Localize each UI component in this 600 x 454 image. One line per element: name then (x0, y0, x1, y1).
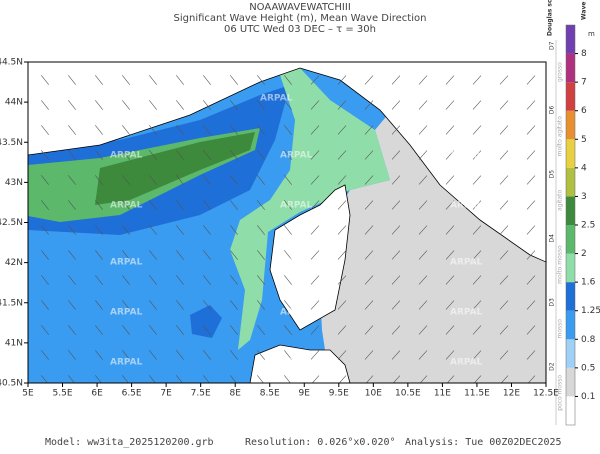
colorbar-label: 7 (581, 78, 587, 88)
colorbar: 0.1 0.5 0.8 1.25 1.6 2 2.5 3 4 5 6 7 8 Wave height m Do… (547, 0, 600, 425)
x-tick-label: 8E (229, 389, 241, 399)
footer-resolution: Resolution: 0.026°x0.020° (245, 437, 396, 448)
colorbar-segment (566, 282, 575, 311)
watermark: ARPAL (280, 406, 313, 416)
colorbar-label: 4 (581, 163, 587, 173)
x-tick-label: 11.5E (464, 389, 490, 399)
title: Significant Wave Height (m), Mean Wave D… (174, 13, 427, 24)
colorbar-segment (566, 254, 575, 283)
x-tick-label: 6E (91, 389, 103, 399)
colorbar-title: Wave height (581, 0, 588, 20)
douglas-level: D7 (549, 41, 556, 50)
colorbar-label: 3 (581, 192, 587, 202)
watermark: ARPAL (110, 406, 143, 416)
colorbar-segment (566, 225, 575, 254)
watermark: ARPAL (450, 151, 483, 161)
x-tick-label: 7.5E (191, 389, 211, 399)
x-tick-label: 5E (22, 389, 34, 399)
colorbar-label: 2.5 (581, 221, 595, 231)
x-tick-label: 10E (365, 389, 382, 399)
colorbar-segment (566, 168, 575, 197)
colorbar-segment (566, 311, 575, 340)
douglas-level: D5 (549, 170, 556, 179)
y-tick-label: 44.5N (0, 58, 23, 68)
watermark: ARPAL (280, 201, 313, 211)
watermark: ARPAL (280, 151, 313, 161)
watermark: ARPAL (110, 94, 143, 104)
watermark: ARPAL (110, 151, 143, 161)
douglas-level: D2 (549, 362, 556, 371)
watermark: ARPAL (450, 94, 483, 104)
colorbar-segment (566, 339, 575, 368)
douglas-description: molto mosso (557, 245, 564, 284)
colorbar-segment (566, 54, 575, 83)
subtitle: 06 UTC Wed 03 DEC – τ = 30h (224, 24, 376, 35)
douglas-level: D6 (549, 106, 556, 115)
x-tick-label: 5.5E (53, 389, 73, 399)
footer-model: Model: ww3ita_2025120200.grb (45, 437, 214, 448)
colorbar-segment (566, 111, 575, 140)
colorbar-segment (566, 82, 575, 111)
colorbar-label: 8 (581, 49, 587, 59)
watermark: ARPAL (110, 201, 143, 211)
model-name: NOAAWAVEWATCHIII (249, 2, 351, 13)
x-tick-label: 10.5E (395, 389, 421, 399)
watermark: ARPAL (450, 406, 483, 416)
watermark: ARPAL (450, 308, 483, 318)
colorbar-label: 5 (581, 135, 587, 145)
y-tick-label: 43N (5, 178, 23, 188)
y-tick-label: 42.5N (0, 218, 23, 228)
x-tick-label: 6.5E (122, 389, 142, 399)
colorbar-segment (566, 396, 575, 425)
douglas-level: D4 (549, 234, 556, 243)
x-tick-label: 12E (503, 389, 520, 399)
douglas-description: agitato (557, 189, 564, 211)
y-tick-label: 44N (5, 98, 23, 108)
x-tick-label: 7E (160, 389, 172, 399)
douglas-description: grosso (557, 62, 564, 82)
colorbar-label: 1.6 (581, 278, 596, 288)
colorbar-label: 0.5 (581, 363, 595, 373)
watermark: ARPAL (280, 358, 313, 368)
y-tick-label: 43.5N (0, 138, 23, 148)
map-area: ARPAL ARPAL ARPAL ARPAL ARPAL ARPAL ARPAL ARPAL… (28, 62, 546, 385)
watermark: ARPAL (260, 94, 293, 104)
douglas-title: Douglas scale (547, 0, 554, 36)
watermark: ARPAL (450, 201, 483, 211)
douglas-description: mosso (557, 319, 564, 339)
colorbar-segment (566, 139, 575, 168)
x-tick-label: 12.5E (533, 389, 559, 399)
watermark: ARPAL (280, 258, 313, 268)
y-tick-label: 40.5N (0, 379, 23, 389)
x-tick-label: 11E (434, 389, 451, 399)
colorbar-label: 0.1 (581, 392, 595, 402)
colorbar-segment (566, 196, 575, 225)
watermark: ARPAL (110, 258, 143, 268)
watermark: ARPAL (450, 358, 483, 368)
colorbar-label: 1.25 (581, 306, 600, 316)
colorbar-unit: m (588, 30, 595, 38)
colorbar-segment (566, 25, 575, 54)
douglas-description: molto agitato (557, 116, 564, 157)
watermark: ARPAL (110, 358, 143, 368)
y-tick-label: 41.5N (0, 298, 23, 308)
colorbar-label: 2 (581, 249, 587, 259)
colorbar-segment (566, 368, 575, 397)
colorbar-label: 0.8 (581, 335, 596, 345)
watermark: ARPAL (280, 308, 313, 318)
x-tick-label: 9E (299, 389, 311, 399)
x-tick-label: 8.5E (260, 389, 280, 399)
colorbar-label: 6 (581, 106, 587, 116)
douglas-level: D3 (549, 298, 556, 307)
y-tick-label: 41N (5, 338, 23, 348)
watermark: ARPAL (110, 308, 143, 318)
y-tick-label: 42N (5, 258, 23, 268)
footer-analysis: Analysis: Tue 00Z02DEC2025 (405, 437, 562, 448)
x-tick-label: 9.5E (329, 389, 349, 399)
watermark: ARPAL (450, 258, 483, 268)
